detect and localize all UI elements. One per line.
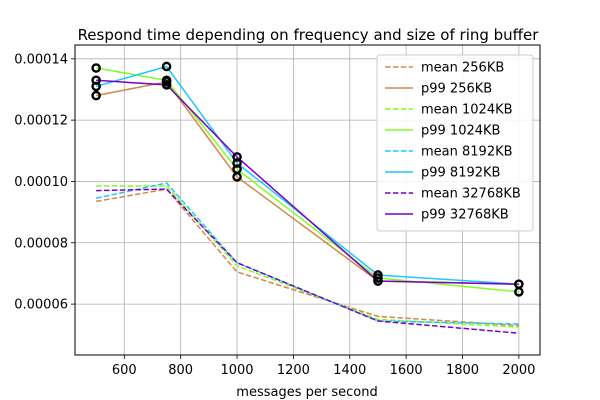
chart-title: Respond time depending on frequency and … <box>78 26 540 44</box>
series-line-mean-1024kb <box>96 185 519 328</box>
y-tick-label: 0.00012 <box>14 114 68 129</box>
data-point-marker <box>161 75 172 86</box>
y-tick-label: 0.00010 <box>14 175 68 190</box>
y-tick-label: 0.00008 <box>14 236 68 251</box>
x-tick-label: 800 <box>168 363 193 378</box>
x-axis: 600 800 1000 1200 1400 1600 1800 2000 <box>112 355 535 378</box>
legend-label: mean 256KB <box>421 61 504 76</box>
data-point-marker <box>91 75 101 86</box>
x-tick-label: 600 <box>112 363 137 378</box>
x-tick-label: 1000 <box>220 363 253 378</box>
data-point-marker <box>232 152 242 162</box>
data-point-marker <box>161 80 172 90</box>
y-tick-label: 0.00006 <box>14 298 68 313</box>
legend-box <box>376 54 534 232</box>
y-tick-label: 0.00014 <box>14 52 68 67</box>
marker-layer <box>91 61 524 297</box>
legend-label: p99 1024KB <box>421 124 500 139</box>
series-layer <box>95 65 519 334</box>
legend-label: mean 32768KB <box>421 187 521 202</box>
series-line-p99-8192kb <box>95 65 519 285</box>
legend-label: mean 8192KB <box>421 145 513 160</box>
series-line-mean-256kb <box>95 188 519 327</box>
legend-label: p99 256KB <box>421 82 492 97</box>
legend-label: p99 8192KB <box>421 166 500 181</box>
legend-label: p99 32768KB <box>421 208 509 223</box>
series-line-p99-32768kb <box>96 79 519 285</box>
legend-label: mean 1024KB <box>421 103 513 118</box>
x-tick-label: 1800 <box>446 363 479 378</box>
x-tick-label: 2000 <box>502 363 535 378</box>
series-line-mean-32768kb <box>96 188 519 334</box>
x-tick-label: 1200 <box>277 363 310 378</box>
x-axis-label: messages per second <box>236 385 377 400</box>
data-point-marker <box>373 270 383 280</box>
data-point-marker <box>514 287 524 297</box>
legend: mean 256KB p99 256KB mean 1024KB p99 1024KB… <box>376 54 534 232</box>
x-tick-label: 1600 <box>390 363 423 378</box>
plot-frame <box>74 44 541 356</box>
data-point-marker <box>91 90 101 101</box>
data-point-marker <box>161 61 172 72</box>
series-line-mean-8192kb <box>95 182 519 325</box>
data-point-marker <box>91 63 101 73</box>
y-axis: 0.00006 0.00008 0.00010 0.00012 0.00014 <box>14 52 75 313</box>
x-tick-label: 1400 <box>333 363 366 378</box>
